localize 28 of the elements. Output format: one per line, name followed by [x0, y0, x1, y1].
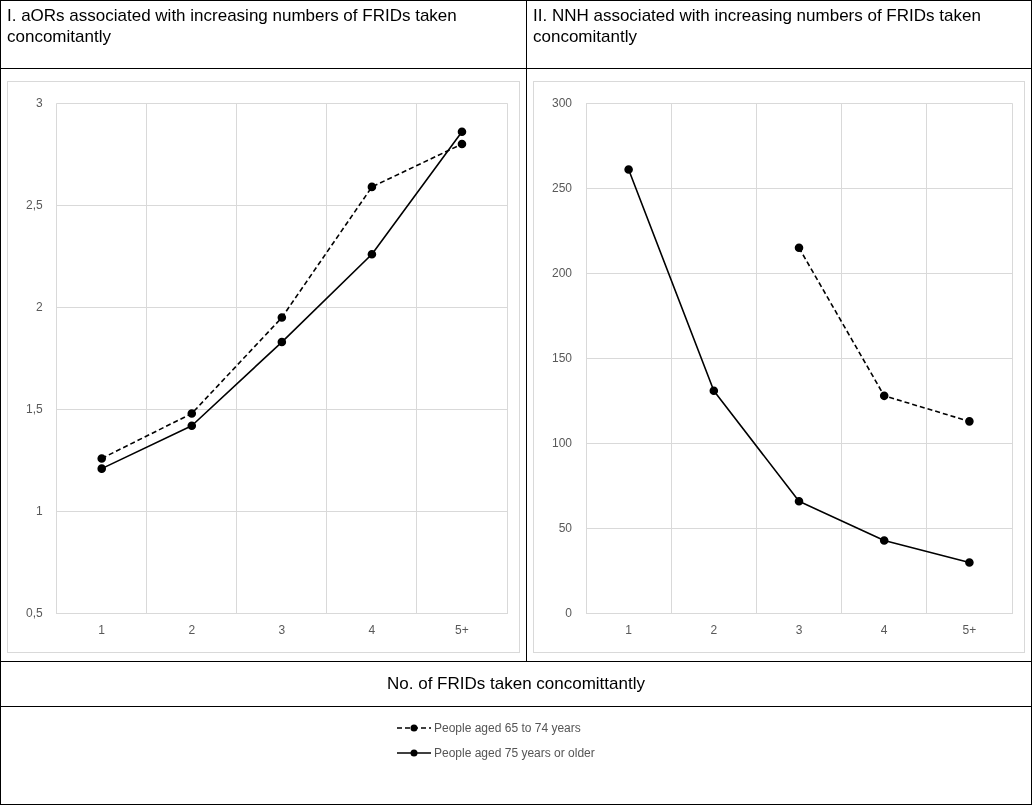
x-tick-label: 3 — [278, 623, 286, 638]
x-tick-label: 4 — [368, 623, 376, 638]
x-tick-label: 5+ — [962, 623, 977, 638]
chart-title: II. NNH associated with increasing numbers of FRIDs taken concomitantly — [527, 1, 1031, 69]
y-tick-label: 1,5 — [25, 401, 43, 416]
y-tick-label: 250 — [551, 180, 573, 195]
y-tick-label: 50 — [558, 520, 573, 535]
y-tick-label: 3 — [35, 95, 43, 110]
legend-label: People aged 75 years or older — [434, 746, 595, 760]
x-tick-label: 4 — [880, 623, 888, 638]
y-tick-label: 300 — [551, 95, 573, 110]
x-tick-label: 3 — [795, 623, 803, 638]
x-tick-label: 2 — [188, 623, 196, 638]
x-tick-label: 5+ — [455, 623, 469, 638]
x-tick-label: 2 — [710, 623, 718, 638]
y-tick-label: 200 — [551, 265, 573, 280]
legend-label: People aged 65 to 74 years — [434, 721, 581, 735]
x-axis-title: No. of FRIDs taken concomittantly — [1, 662, 1031, 707]
y-tick-label: 0,5 — [25, 605, 43, 620]
y-tick-label: 0 — [565, 605, 573, 620]
y-tick-label: 100 — [551, 435, 573, 450]
y-tick-label: 2 — [35, 299, 43, 314]
y-tick-label: 2,5 — [25, 197, 43, 212]
x-tick-label: 1 — [98, 623, 106, 638]
chart-title: I. aORs associated with increasing numbers of FRIDs taken concomitantly — [1, 1, 526, 69]
x-tick-label: 1 — [625, 623, 633, 638]
y-tick-label: 1 — [35, 503, 43, 518]
y-tick-label: 150 — [551, 350, 573, 365]
